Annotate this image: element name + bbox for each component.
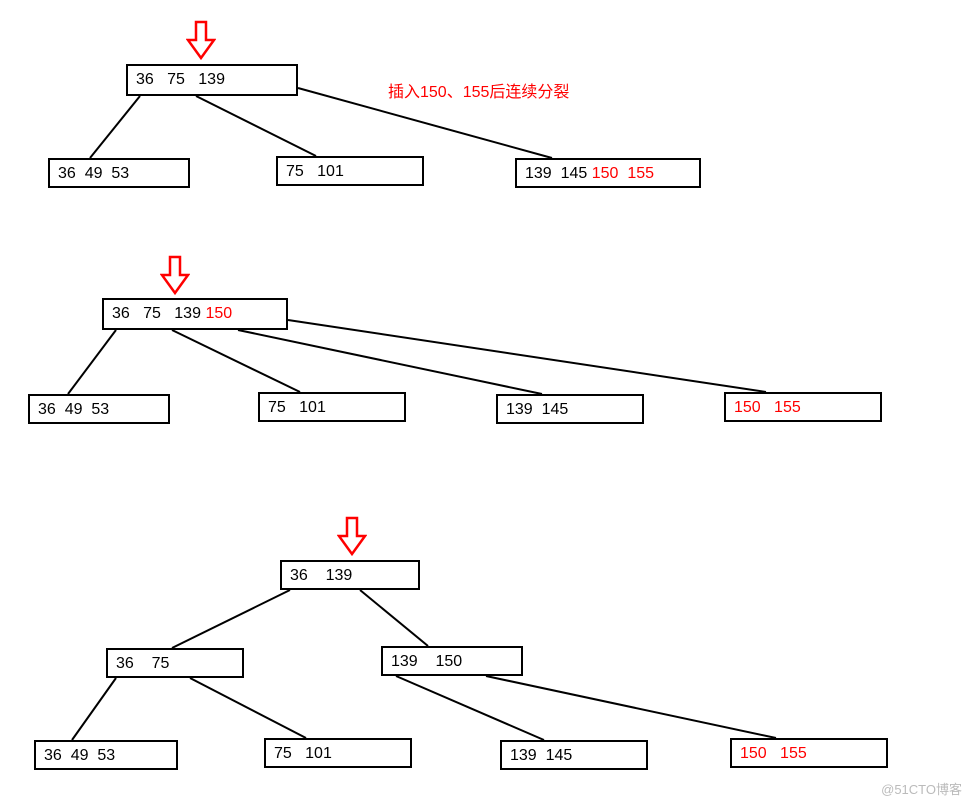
node-key xyxy=(537,748,546,764)
tree-node: 139 150 xyxy=(381,646,523,676)
node-key: 36 xyxy=(136,72,154,88)
node-key xyxy=(286,400,299,416)
node-key xyxy=(56,402,65,418)
node-key xyxy=(134,656,152,672)
tree-edge xyxy=(68,330,116,394)
node-key xyxy=(88,748,97,764)
tree-node: 36 75 139 xyxy=(126,64,298,96)
node-key xyxy=(102,166,111,182)
node-key: 101 xyxy=(317,164,344,180)
node-key: 145 xyxy=(542,402,569,418)
tree-edge xyxy=(238,330,542,394)
node-key: 75 xyxy=(167,72,185,88)
node-key xyxy=(533,402,542,418)
tree-node: 139 145 xyxy=(496,394,644,424)
node-key: 75 xyxy=(274,746,292,762)
tree-node: 36 75 xyxy=(106,648,244,678)
insert-arrow-icon xyxy=(186,20,216,60)
node-key: 36 xyxy=(116,656,134,672)
node-key: 49 xyxy=(65,402,83,418)
node-key xyxy=(767,746,780,762)
node-key: 150 xyxy=(205,306,232,322)
node-key xyxy=(154,72,167,88)
node-key xyxy=(130,306,143,322)
diagram-caption: 插入150、155后连续分裂 xyxy=(388,78,569,102)
watermark-text: @51CTO博客 xyxy=(881,779,962,798)
tree-edge xyxy=(288,320,766,392)
node-key: 139 xyxy=(174,306,201,322)
tree-node: 75 101 xyxy=(264,738,412,768)
tree-edge xyxy=(486,676,776,738)
node-key: 75 xyxy=(152,656,170,672)
node-key: 75 xyxy=(286,164,304,180)
node-key xyxy=(761,400,774,416)
tree-edge xyxy=(396,676,544,740)
insert-arrow-icon xyxy=(160,255,190,295)
node-key xyxy=(161,306,174,322)
node-key: 36 xyxy=(58,166,76,182)
node-key: 49 xyxy=(71,748,89,764)
node-key: 150 xyxy=(435,654,462,670)
tree-node: 36 49 53 xyxy=(48,158,190,188)
node-key: 139 xyxy=(510,748,537,764)
node-key xyxy=(418,654,436,670)
tree-edge xyxy=(190,678,306,738)
node-key: 155 xyxy=(627,166,654,182)
node-key xyxy=(618,166,627,182)
node-key xyxy=(62,748,71,764)
tree-node: 75 101 xyxy=(258,392,406,422)
tree-edge xyxy=(360,590,428,646)
node-key: 101 xyxy=(299,400,326,416)
tree-edge xyxy=(196,96,316,156)
node-key: 139 xyxy=(391,654,418,670)
node-key: 150 xyxy=(734,400,761,416)
node-key: 139 xyxy=(198,72,225,88)
tree-node: 139 145 150 155 xyxy=(515,158,701,188)
node-key xyxy=(304,164,317,180)
tree-node: 36 49 53 xyxy=(34,740,178,770)
node-key: 36 xyxy=(290,568,308,584)
node-key: 36 xyxy=(38,402,56,418)
tree-node: 36 49 53 xyxy=(28,394,170,424)
node-key: 53 xyxy=(97,748,115,764)
node-key: 155 xyxy=(774,400,801,416)
tree-node: 75 101 xyxy=(276,156,424,186)
node-key xyxy=(185,72,198,88)
node-key xyxy=(82,402,91,418)
node-key xyxy=(76,166,85,182)
node-key: 36 xyxy=(112,306,130,322)
node-key: 150 xyxy=(740,746,767,762)
tree-edge xyxy=(90,96,140,158)
tree-node: 150 155 xyxy=(724,392,882,422)
node-key: 155 xyxy=(780,746,807,762)
node-key: 145 xyxy=(546,748,573,764)
node-key: 53 xyxy=(111,166,129,182)
tree-edge xyxy=(72,678,116,740)
node-key: 101 xyxy=(305,746,332,762)
node-key xyxy=(308,568,326,584)
node-key xyxy=(292,746,305,762)
tree-node: 36 139 xyxy=(280,560,420,590)
tree-node: 36 75 139 150 xyxy=(102,298,288,330)
tree-edge xyxy=(172,590,290,648)
insert-arrow-icon xyxy=(337,516,367,556)
node-key: 49 xyxy=(85,166,103,182)
node-key: 36 xyxy=(44,748,62,764)
tree-edge xyxy=(172,330,300,392)
tree-node: 139 145 xyxy=(500,740,648,770)
node-key: 139 xyxy=(525,166,552,182)
node-key: 75 xyxy=(143,306,161,322)
node-key: 75 xyxy=(268,400,286,416)
tree-node: 150 155 xyxy=(730,738,888,768)
node-key: 139 xyxy=(506,402,533,418)
node-key: 139 xyxy=(326,568,353,584)
node-key: 150 xyxy=(592,166,619,182)
node-key: 53 xyxy=(91,402,109,418)
node-key: 145 xyxy=(561,166,588,182)
node-key xyxy=(552,166,561,182)
